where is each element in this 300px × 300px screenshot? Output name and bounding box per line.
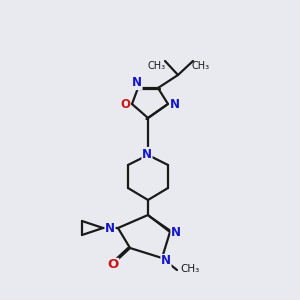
Text: N: N	[171, 226, 181, 238]
Text: CH₃: CH₃	[180, 264, 199, 274]
Text: N: N	[161, 254, 171, 268]
Text: N: N	[142, 148, 152, 160]
Text: O: O	[120, 98, 130, 110]
Text: N: N	[105, 221, 115, 235]
Text: CH₃: CH₃	[148, 61, 166, 71]
Text: O: O	[107, 259, 118, 272]
Text: CH₃: CH₃	[192, 61, 210, 71]
Text: N: N	[170, 98, 180, 110]
Text: N: N	[132, 76, 142, 89]
